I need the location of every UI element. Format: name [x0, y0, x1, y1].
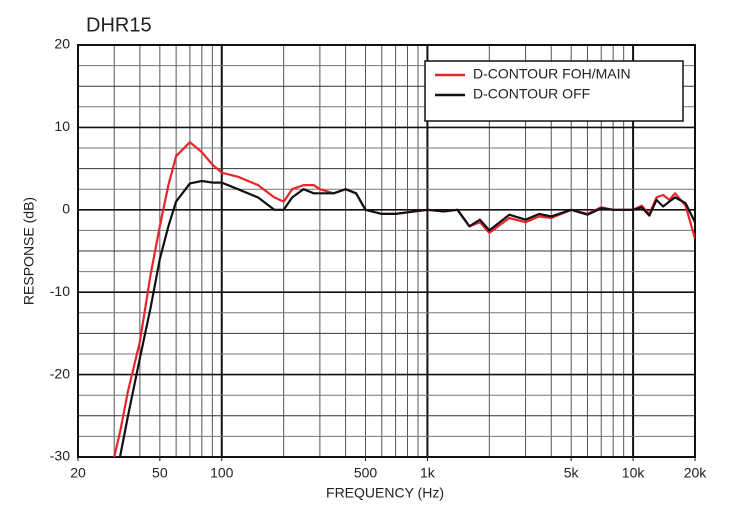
x-tick-label: 20k [684, 465, 708, 481]
x-tick-label: 50 [152, 465, 168, 481]
y-tick-label: -30 [50, 448, 70, 464]
x-tick-label: 100 [210, 465, 234, 481]
y-tick-label: -20 [50, 365, 70, 381]
x-axis-label: FREQUENCY (Hz) [326, 485, 444, 501]
legend-box [424, 60, 684, 122]
legend-label: D-CONTOUR OFF [473, 86, 590, 102]
plot-frame [77, 44, 696, 458]
x-tick-label: 1k [420, 465, 436, 481]
y-tick-label: 20 [54, 36, 70, 52]
series-line [118, 179, 695, 457]
chart-title: DHR15 [86, 14, 152, 36]
plot-lines [113, 141, 695, 457]
x-tick-label: 20 [70, 465, 86, 481]
x-tick-label: 10k [622, 465, 646, 481]
y-tick-label: 0 [62, 201, 70, 217]
y-tick-label: 10 [54, 118, 70, 134]
x-tick-label: 500 [354, 465, 378, 481]
y-axis-label: RESPONSE (dB) [21, 197, 37, 305]
y-tick-label: -10 [50, 283, 70, 299]
legend-label: D-CONTOUR FOH/MAIN [473, 66, 631, 82]
x-tick-label: 5k [564, 465, 580, 481]
